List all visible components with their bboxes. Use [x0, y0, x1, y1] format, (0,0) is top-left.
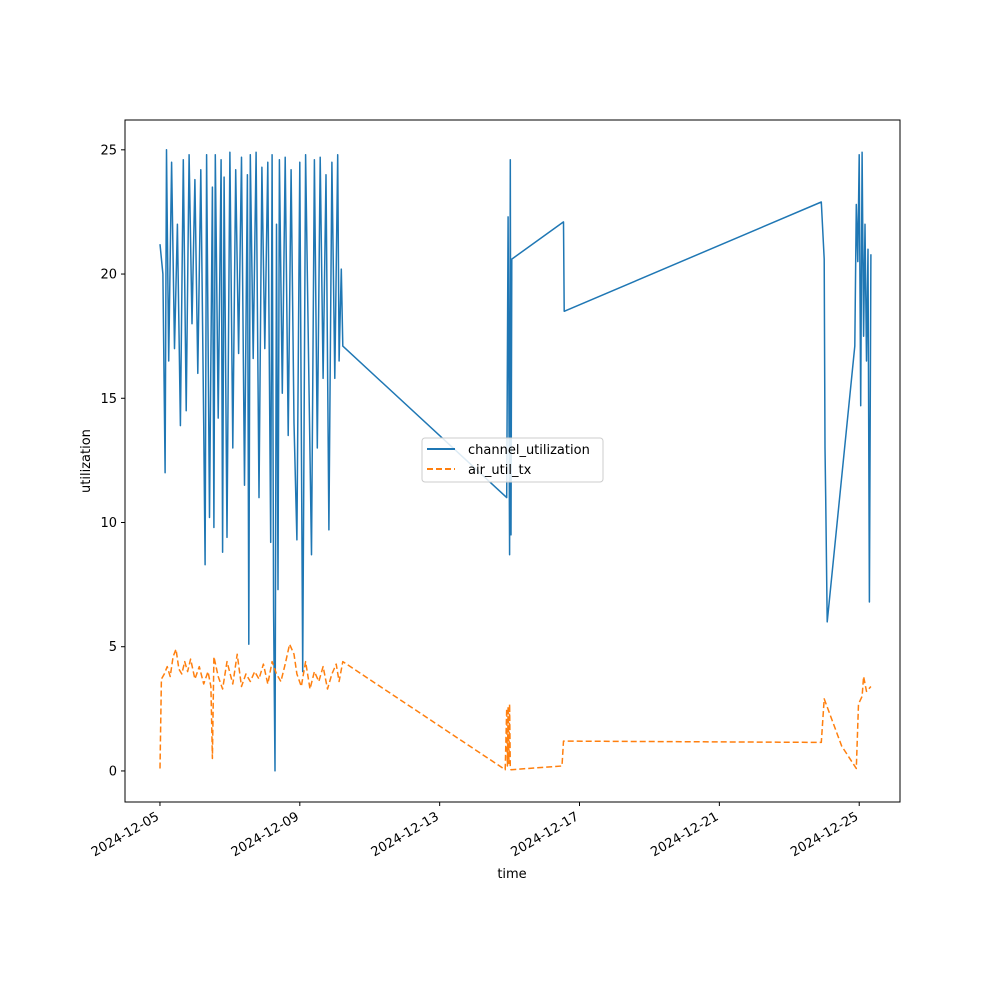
legend: channel_utilization air_util_tx [421, 437, 604, 483]
y-tick-label: 5 [109, 640, 117, 655]
y-tick-label: 10 [100, 516, 117, 531]
y-axis-label: utilization [79, 429, 94, 493]
series-line-air-util-tx [159, 643, 872, 771]
y-tick-label: 0 [109, 764, 117, 779]
plot-frame [124, 119, 901, 803]
legend-label-air-util-tx: air_util_tx [468, 463, 532, 478]
legend-label-channel-utilization: channel_utilization [468, 443, 590, 458]
y-tick-label: 20 [100, 268, 117, 283]
y-tick-label: 15 [100, 392, 117, 407]
x-axis-label: time [497, 867, 526, 882]
y-tick-label: 25 [100, 143, 117, 158]
y-axis: 0 5 10 15 20 25 [100, 143, 125, 779]
plot-area [159, 149, 872, 772]
series-line-channel-utilization [159, 149, 872, 772]
legend-box [421, 437, 604, 483]
